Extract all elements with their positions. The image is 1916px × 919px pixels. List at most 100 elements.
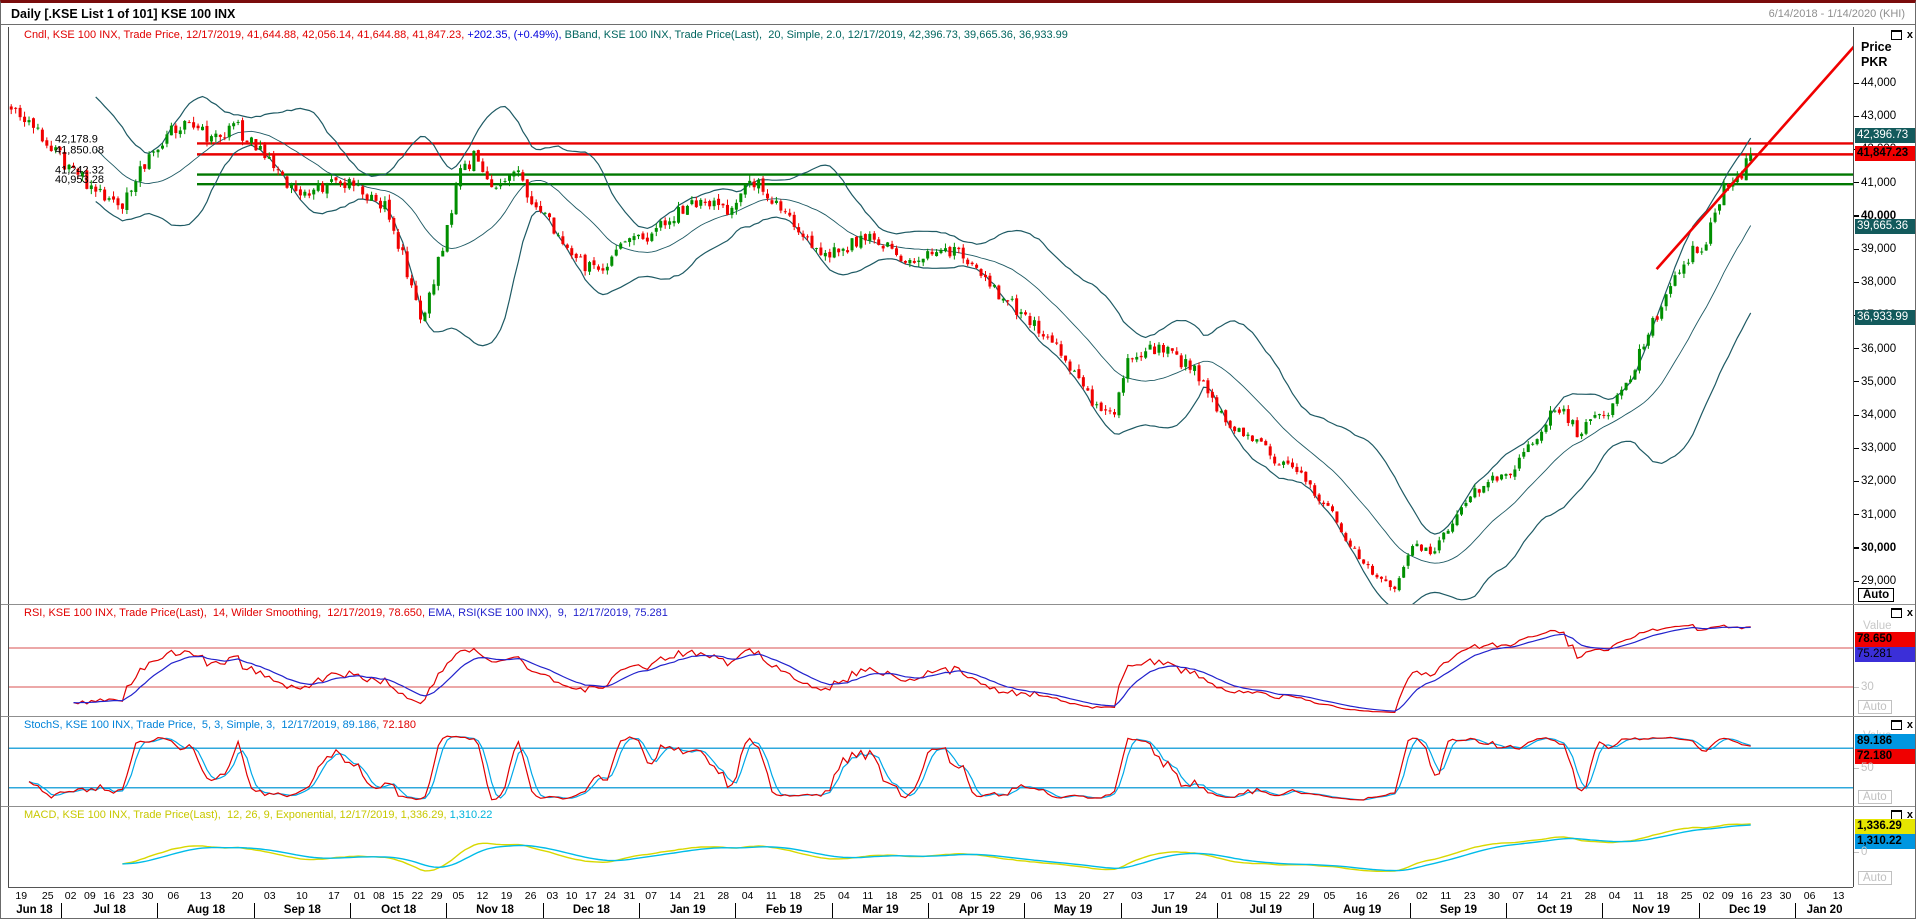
x-axis-day-label: 08 [1240,889,1252,902]
maximize-icon[interactable] [1890,30,1902,40]
day-labels: 06 13 [1795,888,1853,903]
close-icon[interactable]: x [1906,607,1913,619]
price-tick: 39,000 [1854,242,1896,256]
main-chart-panel: 42,178.9 41,850.08 41,242.32 40,953.28 Cndl… [1,27,1915,604]
x-axis-day-label: 07 [645,889,657,902]
x-axis-day-label: 02 [1416,889,1428,902]
macd-plot-area[interactable]: MACD, KSE 100 INX, Trade Price(Last), 12… [8,807,1854,887]
day-labels: 04 11 18 25 [1602,888,1698,903]
x-axis-day-label: 10 [295,889,308,902]
x-axis-month-label: Oct 18 [350,903,446,918]
month-cell: 04 11 18 25 Feb 19 [735,888,831,918]
x-axis-day-label: 13 [1832,889,1845,902]
price-tick: 44,000 [1854,76,1896,90]
x-axis-day-label: 30 [141,889,154,902]
x-axis-day-label: 20 [231,889,244,902]
month-cell: 07 14 21 28 Jan 19 [639,888,735,918]
close-icon[interactable]: x [1906,29,1913,41]
stoch-d-badge: 72.180 [1855,749,1915,765]
time-axis[interactable]: 19 25 Jun 18 02 09 16 23 30 Jul 18 06 13 20 Aug 18 03… [8,887,1853,918]
price-tick: 41,000 [1854,176,1896,190]
day-labels: 03 10 17 [254,888,350,903]
x-axis-day-label: 22 [989,889,1002,902]
maximize-icon[interactable] [1890,720,1902,730]
price-badge: 39,665.36 [1855,218,1915,234]
x-axis-day-label: 25 [1680,889,1693,902]
macd-tick: 0 [1854,845,1867,859]
price-tick: 40,000 [1854,209,1896,223]
x-axis-day-label: 29 [1297,889,1310,902]
auto-scale-button[interactable]: Auto [1858,790,1892,804]
svg-text:41,850.08: 41,850.08 [55,144,104,156]
x-axis-day-label: 03 [546,889,559,902]
close-icon[interactable]: x [1906,809,1913,821]
x-axis-day-label: 11 [1633,889,1644,902]
x-axis-month-label: Aug 18 [157,903,253,918]
month-cell: 02 09 16 23 30 Jul 18 [60,888,157,918]
x-axis-day-label: 28 [717,889,730,902]
x-axis-day-label: 03 [1130,889,1143,902]
value-axis-label: Value [1863,620,1892,632]
x-axis-day-label: 17 [328,889,340,902]
x-axis-day-label: 25 [813,889,826,902]
macd-chart[interactable] [9,807,1854,887]
price-plot-area[interactable]: 42,178.9 41,850.08 41,242.32 40,953.28 Cndl… [8,27,1854,604]
day-labels: 19 25 [8,888,61,903]
svg-text:40,953.28: 40,953.28 [55,174,104,186]
x-axis-day-label: 30 [1488,889,1500,902]
x-axis-day-label: 26 [1387,889,1400,902]
day-labels: 02 11 23 30 [1410,888,1506,903]
x-axis-day-label: 06 [1803,889,1816,902]
panel-controls: x [1890,607,1913,619]
rsi-value-badge: 78.650 [1855,631,1915,647]
x-axis-month-label: Apr 19 [928,903,1024,918]
x-axis-day-label: 19 [500,889,513,902]
x-axis-day-label: 18 [789,889,802,902]
month-cell: 03 17 24 Jun 19 [1120,888,1217,918]
month-cell: 19 25 Jun 18 [8,888,61,918]
price-tick: 34,000 [1854,408,1896,422]
macd-axis: x Auto 1,336.29 1,310.22 0 [1853,807,1915,887]
month-cell: 01 08 15 22 29 Oct 18 [350,888,446,918]
x-axis-month-label: May 19 [1024,903,1120,918]
month-cell: 01 08 15 22 29 Apr 19 [928,888,1024,918]
x-axis-day-label: 04 [1608,889,1621,902]
close-icon[interactable]: x [1906,719,1913,731]
x-axis-month-label: Dec 19 [1698,903,1795,918]
x-axis-day-label: 06 [1030,889,1043,902]
panel-controls: x [1890,719,1913,731]
x-axis-day-label: 30 [1779,889,1792,902]
price-axis: x Price PKR Auto 44,00043,00042,00041,00… [1853,27,1915,604]
x-axis-day-label: 29 [1008,889,1021,902]
stoch-tick: 50 [1854,761,1874,775]
stoch-plot-area[interactable]: StochS, KSE 100 INX, Trade Price, 5, 3, … [8,717,1854,806]
rsi-chart[interactable] [9,605,1854,716]
x-axis-month-label: Jan 19 [639,903,735,918]
day-labels: 06 13 20 [157,888,253,903]
month-cell: 01 08 15 22 29 Jul 19 [1217,888,1313,918]
rsi-panel: RSI, KSE 100 INX, Tr​ade Price(Last), 14… [1,604,1915,716]
day-labels: 04 11 18 25 [832,888,928,903]
price-badge: 36,933.99 [1855,309,1915,325]
auto-scale-button[interactable]: Auto [1858,700,1892,714]
x-axis-day-label: 17 [585,889,597,902]
auto-scale-button[interactable]: Auto [1858,588,1895,602]
rsi-plot-area[interactable]: RSI, KSE 100 INX, Tr​ade Price(Last), 14… [8,605,1854,716]
auto-scale-button[interactable]: Auto [1858,871,1892,885]
price-tick: 30,000 [1854,541,1896,555]
x-axis-day-label: 01 [931,889,944,902]
price-badge: 42,396.73 [1855,128,1915,144]
day-labels: 02 09 16 23 30 [1699,888,1795,903]
maximize-icon[interactable] [1890,608,1902,618]
stochastic-chart[interactable] [9,717,1854,806]
rsi-tick: 30 [1854,680,1874,694]
x-axis-day-label: 12 [476,889,489,902]
x-axis-month-label: Dec 18 [542,903,639,918]
x-axis-day-label: 08 [373,889,385,902]
x-axis-day-label: 19 [15,889,28,902]
x-axis-month-label: Sep 18 [253,903,350,918]
x-axis-day-label: 15 [1259,889,1272,902]
x-axis-day-label: 15 [970,889,983,902]
